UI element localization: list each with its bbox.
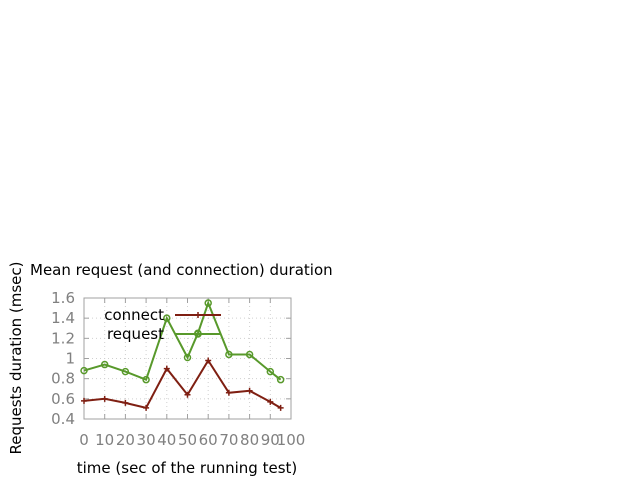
y-tick-label: 0.6	[51, 390, 75, 408]
x-tick-label: 30	[137, 431, 156, 449]
x-tick-label: 0	[79, 431, 89, 449]
x-tick-label: 100	[277, 431, 306, 449]
legend-marker-request	[194, 330, 202, 338]
x-tick-label: 50	[178, 431, 197, 449]
y-tick-label: 1	[65, 350, 75, 368]
series-request	[80, 299, 285, 384]
legend-label-connect: connect	[104, 306, 164, 324]
data-point-connect	[205, 357, 212, 364]
data-series	[80, 299, 285, 411]
y-tick-label: 1.2	[51, 329, 75, 347]
y-axis-label: Requests duration (msec)	[7, 261, 25, 454]
data-point-connect	[163, 365, 170, 372]
data-point-connect	[122, 399, 129, 406]
data-point-request	[163, 314, 171, 322]
y-tick-labels: 0.4 0.6 0.8 1 1.2 1.4 1.6	[51, 289, 75, 428]
legend-marker-connect	[195, 312, 201, 318]
data-point-request	[183, 353, 192, 362]
data-point-request	[121, 367, 130, 376]
legend-label-request: request	[107, 325, 164, 343]
plot-frame	[83, 297, 292, 420]
data-point-request	[204, 299, 212, 307]
data-point-connect	[277, 404, 284, 411]
data-point-connect	[225, 389, 232, 396]
y-tick-label: 1.6	[51, 289, 75, 307]
data-point-connect	[246, 387, 253, 394]
data-point-connect	[101, 395, 108, 402]
data-point-request	[80, 366, 88, 375]
data-point-request	[225, 350, 233, 359]
data-point-connect	[81, 397, 87, 404]
x-tick-label: 40	[157, 431, 176, 449]
axes	[83, 297, 292, 420]
data-point-request	[100, 360, 109, 369]
x-tick-label: 80	[240, 431, 259, 449]
grid-lines	[84, 298, 291, 419]
data-point-connect	[267, 398, 274, 405]
x-tick-label: 90	[261, 431, 280, 449]
y-tick-label: 0.8	[51, 370, 75, 388]
series-connect	[81, 357, 284, 411]
data-point-connect	[143, 404, 150, 411]
data-point-request	[245, 350, 254, 359]
x-tick-label: 60	[199, 431, 218, 449]
x-axis-label: time (sec of the running test)	[77, 459, 298, 477]
y-tick-label: 0.4	[51, 410, 75, 428]
chart-title: Mean request (and connection) duration	[30, 261, 333, 279]
x-tick-label: 70	[219, 431, 238, 449]
data-point-request	[142, 375, 150, 384]
x-tick-label: 10	[95, 431, 114, 449]
data-point-request	[266, 367, 275, 376]
y-tick-label: 1.4	[51, 309, 75, 327]
x-tick-label: 20	[116, 431, 135, 449]
data-point-request	[276, 375, 285, 384]
data-point-connect	[184, 391, 191, 398]
